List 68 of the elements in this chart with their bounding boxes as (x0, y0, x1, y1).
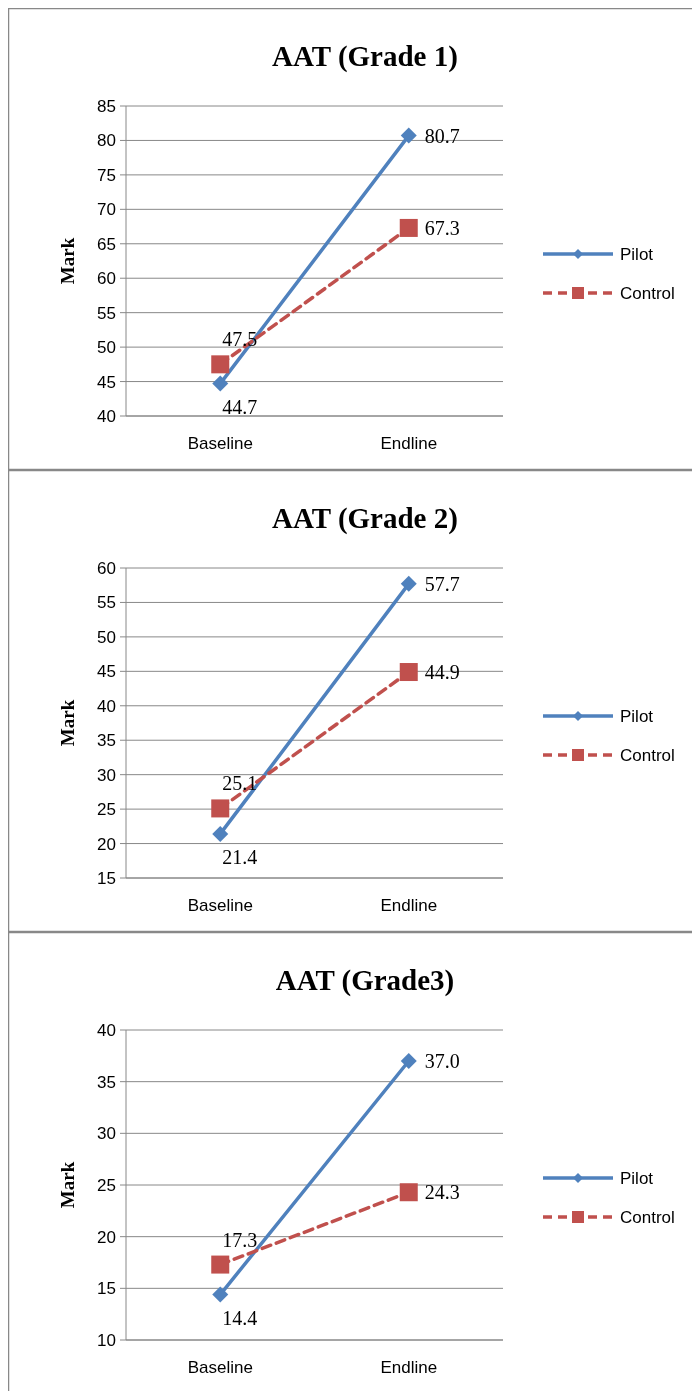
y-tick-label: 55 (97, 303, 116, 323)
x-tick-label: Endline (380, 896, 438, 915)
data-label: 14.4 (222, 1306, 258, 1329)
y-tick-label: 15 (97, 869, 116, 888)
x-tick-label: Baseline (187, 434, 253, 453)
x-tick-label: Baseline (187, 1358, 253, 1377)
legend-label: Control (620, 746, 675, 765)
legend-label: Pilot (620, 245, 654, 264)
data-label: 67.3 (424, 216, 460, 239)
point (400, 575, 417, 592)
data-label: 17.3 (222, 1228, 258, 1251)
y-tick-label: 45 (97, 662, 116, 682)
y-tick-label: 20 (97, 1227, 116, 1247)
point (212, 375, 229, 392)
y-tick-label: 35 (97, 1072, 116, 1092)
y-tick-label: 30 (97, 765, 116, 785)
x-tick-label: Baseline (187, 896, 253, 915)
point (211, 355, 230, 374)
y-axis-title: Mark (57, 237, 78, 285)
y-tick-label: 30 (97, 1124, 116, 1144)
y-tick-label: 85 (97, 97, 116, 116)
y-tick-label: 40 (97, 1021, 116, 1040)
y-tick-label: 40 (97, 696, 116, 716)
y-tick-label: 55 (97, 593, 116, 613)
point (400, 1053, 417, 1069)
chart-title: AAT (Grade 1) (272, 40, 458, 73)
y-tick-label: 65 (97, 234, 116, 254)
y-tick-label: 20 (97, 834, 116, 854)
y-tick-label: 50 (97, 627, 116, 647)
data-label: 57.7 (424, 572, 460, 595)
chart-title: AAT (Grade3) (275, 964, 455, 997)
y-tick-label: 80 (97, 131, 116, 151)
point (400, 127, 417, 144)
point (399, 1183, 418, 1202)
y-tick-label: 25 (97, 800, 116, 820)
data-label: 37.0 (424, 1050, 460, 1072)
point (212, 1286, 229, 1303)
y-tick-label: 60 (97, 559, 116, 578)
y-tick-label: 25 (97, 1176, 116, 1195)
data-label: 25.1 (222, 772, 258, 795)
legend-label: Control (620, 284, 675, 303)
y-tick-label: 60 (97, 269, 116, 289)
data-label: 80.7 (424, 124, 460, 147)
legend-label: Control (620, 1208, 675, 1227)
y-tick-label: 50 (97, 338, 116, 358)
data-label: 44.7 (222, 395, 258, 418)
y-tick-label: 40 (97, 407, 116, 426)
y-tick-label: 45 (97, 372, 116, 392)
y-tick-label: 10 (97, 1331, 116, 1350)
point (211, 1255, 230, 1274)
legend-label: Pilot (620, 1169, 654, 1188)
data-label: 44.9 (424, 661, 460, 684)
point (399, 218, 418, 237)
x-tick-label: Endline (380, 1358, 438, 1377)
y-tick-label: 35 (97, 731, 116, 751)
point (399, 663, 418, 682)
data-label: 24.3 (424, 1181, 460, 1204)
y-tick-label: 70 (97, 200, 116, 220)
y-tick-label: 15 (97, 1279, 116, 1299)
y-tick-label: 75 (97, 165, 116, 185)
y-axis-title: Mark (57, 699, 78, 747)
y-axis-title: Mark (57, 1161, 78, 1209)
point (211, 799, 230, 818)
x-tick-label: Endline (380, 434, 438, 453)
chart-title: AAT (Grade 2) (272, 502, 458, 535)
legend-label: Pilot (620, 707, 654, 726)
point (212, 825, 229, 842)
data-label: 21.4 (222, 845, 258, 868)
